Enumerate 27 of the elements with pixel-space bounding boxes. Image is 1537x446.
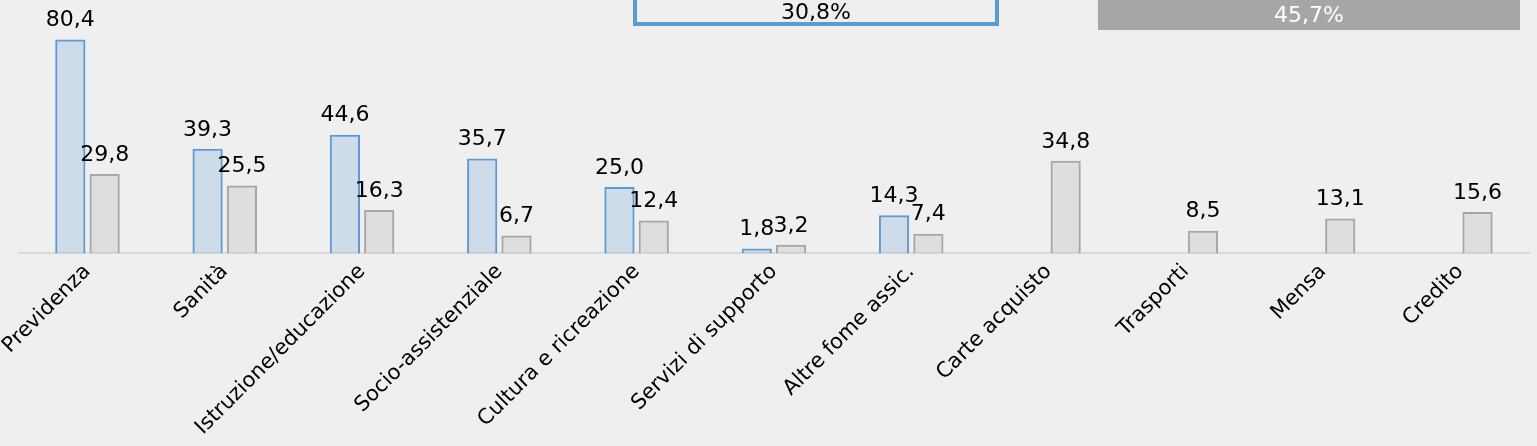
data-label: 15,6 xyxy=(1453,178,1503,204)
data-label: 35,7 xyxy=(457,125,507,151)
data-label: 44,6 xyxy=(320,101,370,127)
bar xyxy=(775,244,807,254)
data-label: 39,3 xyxy=(183,115,233,141)
bar xyxy=(638,220,669,254)
data-label: 1,8 xyxy=(739,215,775,241)
data-label: 3,2 xyxy=(773,211,809,237)
bar xyxy=(913,233,944,254)
bar xyxy=(226,185,258,254)
text: 45,7% xyxy=(1098,0,1520,30)
bar xyxy=(1187,230,1219,254)
data-label: 6,7 xyxy=(499,202,534,228)
data-label: 34,8 xyxy=(1041,127,1091,153)
bar xyxy=(501,235,532,254)
data-label: 8,5 xyxy=(1185,197,1221,223)
bar xyxy=(467,158,498,254)
data-label: 25,0 xyxy=(594,153,644,179)
bar xyxy=(1462,211,1493,254)
data-label: 80,4 xyxy=(45,6,95,32)
bar xyxy=(1050,160,1081,254)
bar xyxy=(89,174,120,254)
data-label: 13,1 xyxy=(1315,185,1365,211)
bar xyxy=(1325,218,1356,254)
bar xyxy=(878,215,910,254)
bar xyxy=(364,210,395,254)
text: 30,8% xyxy=(633,0,999,26)
